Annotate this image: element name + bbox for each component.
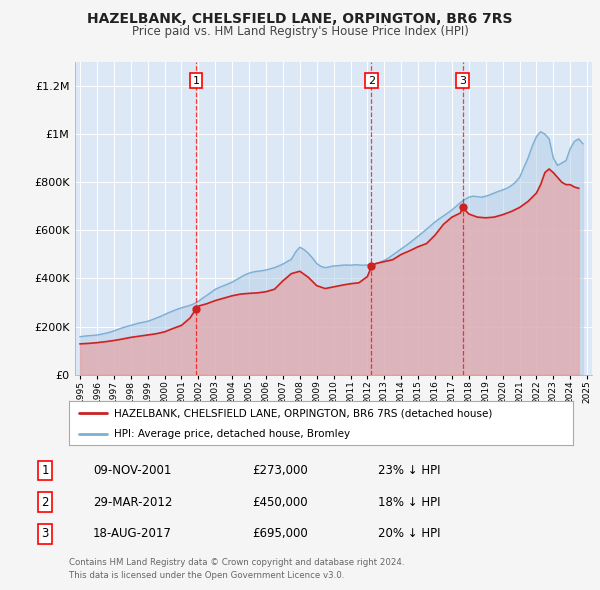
Text: 18% ↓ HPI: 18% ↓ HPI [378,496,440,509]
Text: 2: 2 [41,496,49,509]
Text: 2: 2 [368,76,375,86]
Text: 23% ↓ HPI: 23% ↓ HPI [378,464,440,477]
Text: Price paid vs. HM Land Registry's House Price Index (HPI): Price paid vs. HM Land Registry's House … [131,25,469,38]
Text: 18-AUG-2017: 18-AUG-2017 [93,527,172,540]
Text: HPI: Average price, detached house, Bromley: HPI: Average price, detached house, Brom… [115,428,350,438]
Text: 1: 1 [193,76,200,86]
Text: This data is licensed under the Open Government Licence v3.0.: This data is licensed under the Open Gov… [69,571,344,579]
Text: HAZELBANK, CHELSFIELD LANE, ORPINGTON, BR6 7RS: HAZELBANK, CHELSFIELD LANE, ORPINGTON, B… [87,12,513,26]
Text: 09-NOV-2001: 09-NOV-2001 [93,464,172,477]
Text: Contains HM Land Registry data © Crown copyright and database right 2024.: Contains HM Land Registry data © Crown c… [69,558,404,566]
Text: 1: 1 [41,464,49,477]
Text: £273,000: £273,000 [252,464,308,477]
Text: 20% ↓ HPI: 20% ↓ HPI [378,527,440,540]
Text: HAZELBANK, CHELSFIELD LANE, ORPINGTON, BR6 7RS (detached house): HAZELBANK, CHELSFIELD LANE, ORPINGTON, B… [115,408,493,418]
Text: 3: 3 [41,527,49,540]
Text: £450,000: £450,000 [252,496,308,509]
Text: £695,000: £695,000 [252,527,308,540]
Text: 3: 3 [459,76,466,86]
Text: 29-MAR-2012: 29-MAR-2012 [93,496,172,509]
